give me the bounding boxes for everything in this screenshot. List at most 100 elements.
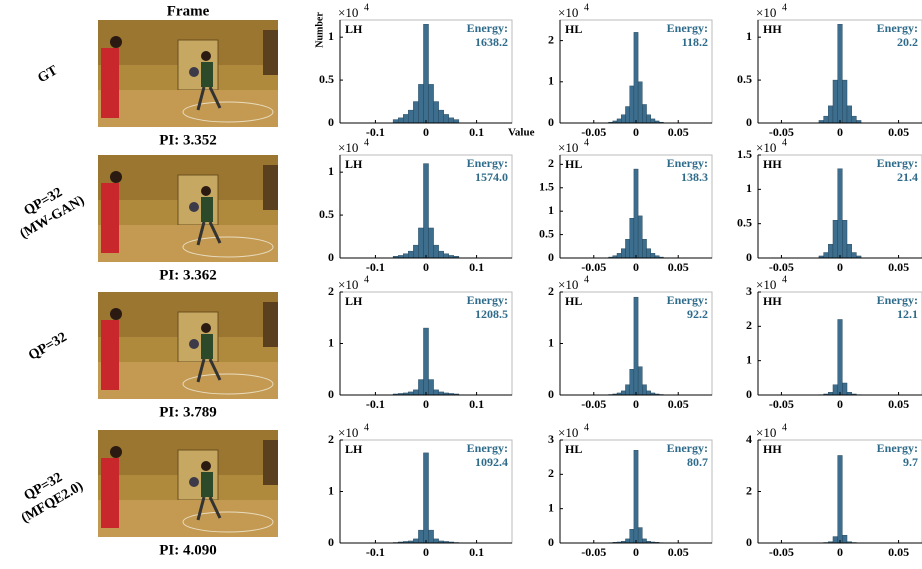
histogram-bar [832,79,838,124]
histogram-bar [846,105,852,124]
histogram-bar [837,319,843,396]
histogram-bar [413,538,419,544]
histogram-bar [851,115,857,124]
y-tick-label: 0 [548,535,554,549]
energy-label: Energy: [667,21,708,35]
x-tick-label: 0.1 [469,125,484,139]
x-tick-label: 0.05 [888,125,909,139]
histogram-bar [433,244,439,259]
scale-exponent: 4 [584,274,589,285]
histogram-bar [423,327,429,396]
energy-value: 1638.2 [475,35,508,49]
x-tick-label: 0 [633,397,639,411]
scale-base: ×10 [338,277,358,292]
x-tick-label: 0.05 [888,260,909,274]
histogram-bar [438,250,444,259]
histogram-bar [646,114,651,124]
pi-label: PI: 3.362 [159,267,217,283]
energy-label: Energy: [667,441,708,455]
x-tick-label: -0.05 [769,125,794,139]
y-tick-label: 1.5 [539,180,554,194]
y-tick-label: 2 [548,466,554,480]
subband-label: HH [763,442,782,456]
histogram-bar [629,218,635,259]
x-tick-label: -0.05 [581,125,606,139]
y-tick-label: 2 [328,284,334,298]
energy-value: 9.7 [903,455,918,469]
histogram-bar [842,535,848,544]
energy-value: 1092.4 [475,455,508,469]
scale-exponent: 4 [782,137,787,148]
x-tick-label: 0.1 [469,545,484,559]
y-tick-label: 0 [328,115,334,129]
histogram-bar [832,536,838,544]
histogram-bar [408,109,414,124]
histogram-bar [842,220,848,259]
x-tick-label: 0.05 [668,260,689,274]
scale-base: ×10 [756,277,776,292]
x-tick-label: 0.05 [668,545,689,559]
energy-label: Energy: [877,441,918,455]
energy-label: Energy: [467,293,508,307]
subband-label: HL [565,22,582,36]
histogram-bar [418,529,424,544]
energy-label: Energy: [667,293,708,307]
x-tick-label: -0.1 [366,397,385,411]
histogram-bar [433,538,439,544]
y-tick-label: 0.5 [539,226,554,240]
y-tick-label: 0 [328,387,334,401]
histogram-bar [625,106,630,124]
scale-exponent: 4 [584,2,589,13]
y-tick-label: 0.5 [319,72,334,86]
subband-label: HL [565,157,582,171]
histogram-bar [428,84,434,124]
y-tick-label: 0.5 [737,72,752,86]
y-tick-label: 1 [548,74,554,88]
pi-label: PI: 4.090 [159,542,217,558]
x-tick-label: 0 [423,545,429,559]
histogram-bar [642,239,647,259]
histogram-bar [837,168,843,259]
x-tick-label: 0 [423,125,429,139]
histogram-bar [443,253,449,259]
energy-value: 20.2 [897,35,918,49]
row-label: QP=32(MW-GAN) [18,185,88,242]
scale-exponent: 4 [364,2,369,13]
energy-value: 12.1 [897,307,918,321]
x-tick-label: -0.05 [769,260,794,274]
x-tick-label: 0.1 [469,397,484,411]
histogram-bar [625,239,630,259]
frame-image [96,290,280,401]
y-tick-label: 1 [746,352,752,366]
scale-exponent: 4 [782,2,787,13]
x-tick-label: -0.05 [581,397,606,411]
histogram-bar [423,163,429,259]
histogram-bar [633,296,639,396]
histogram-bar [403,253,409,259]
histogram-bar [637,527,643,544]
y-tick-label: 0 [548,115,554,129]
y-tick-label: 2 [746,483,752,497]
histogram-bar [837,24,843,124]
histogram-bar [428,227,434,259]
subband-label: LH [345,442,363,456]
energy-label: Energy: [467,156,508,170]
histogram-bar [621,114,626,124]
x-tick-label: 0.05 [668,125,689,139]
subband-label: HH [763,22,782,36]
scale-base: ×10 [558,277,578,292]
histogram-bar [418,379,424,396]
subband-label: HL [565,294,582,308]
histogram-bar [646,390,651,396]
pi-label: PI: 3.352 [159,132,217,148]
subband-label: LH [345,294,363,308]
x-tick-label: 0 [837,545,843,559]
scale-base: ×10 [756,425,776,440]
y-tick-label: 0 [548,250,554,264]
x-tick-label: -0.05 [581,545,606,559]
x-tick-label: 0 [633,545,639,559]
scale-base: ×10 [558,140,578,155]
histogram-bar [846,244,852,259]
energy-label: Energy: [667,156,708,170]
